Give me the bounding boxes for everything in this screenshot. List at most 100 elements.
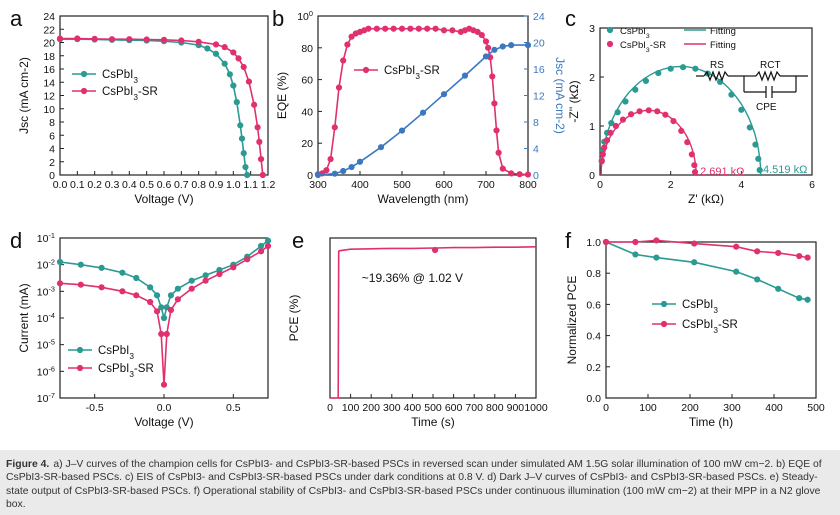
data-point (653, 254, 660, 261)
data-point (314, 171, 322, 179)
caption-text: a) J–V curves of the champion cells for … (6, 459, 822, 511)
series-cspbi3-sr (598, 107, 699, 176)
data-point (158, 330, 165, 338)
data-point (752, 141, 759, 148)
data-point (74, 35, 81, 42)
x-tick-label: 700 (477, 179, 495, 191)
x-tick-label: 0 (603, 402, 609, 414)
x-tick-label: 0.7 (174, 179, 189, 191)
x-tick-label: 800 (486, 402, 504, 414)
data-point (77, 261, 84, 268)
x-tick-label: 0 (597, 179, 603, 191)
series-cspbi3-sr (330, 246, 537, 399)
data-point (160, 36, 168, 43)
data-point (636, 108, 643, 115)
data-point (373, 25, 380, 32)
data-point (327, 156, 334, 163)
panel-letter: e (292, 228, 304, 253)
chart-panel-e: e 0 100 200 300 400 500 600 700 800 900 1000 Time (s… (287, 228, 548, 429)
x-axis-label: Voltage (V) (134, 415, 193, 429)
panel-letter: f (565, 228, 572, 253)
data-point (482, 38, 490, 45)
data-point (56, 35, 64, 42)
data-point (257, 156, 265, 163)
fitting-curve (600, 109, 697, 176)
data-point (598, 158, 605, 165)
data-point (508, 42, 515, 49)
data-point (796, 252, 803, 260)
y-axis-label: PCE (%) (287, 295, 301, 342)
y-tick-label: 10-5 (37, 337, 55, 352)
data-point (691, 162, 698, 169)
y-tick-label: 0.6 (586, 299, 601, 311)
x-tick-label: 700 (465, 402, 483, 414)
y-tick-label: 1.0 (586, 237, 601, 249)
series-line (317, 27, 529, 176)
data-point (254, 124, 261, 131)
data-point (733, 243, 740, 250)
data-point (331, 124, 338, 131)
legend: CsPbI3 CsPbI3-SR (68, 345, 154, 379)
y-tick-label: 60 (301, 75, 313, 87)
data-point (688, 151, 695, 158)
legend-label: CsPbI3-SR (384, 65, 440, 81)
data-point (174, 285, 181, 292)
x-tick-label: 0.0 (157, 402, 172, 414)
data-point (237, 122, 244, 129)
x-tick-label: 200 (362, 402, 380, 414)
data-point (331, 170, 338, 177)
x-axis-label: Wavelength (nm) (378, 192, 469, 206)
chart-panel-a: a 0.0 0.1 0.2 0.3 0.4 0.5 0.6 0.7 0.8 0.9 1.0 1.1 1.2… (10, 6, 275, 206)
legend-label: CsPbI3 (102, 69, 138, 85)
data-point (775, 285, 782, 292)
series-cspbi3 (602, 238, 811, 303)
data-point (264, 237, 272, 244)
legend-label: CsPbI3-SR (102, 86, 158, 102)
data-point (746, 124, 753, 131)
data-point (407, 25, 414, 32)
data-point (202, 272, 209, 279)
y-axis-label: Jsc (mA cm-2) (17, 57, 31, 134)
panel-letter: c (565, 6, 576, 31)
x-tick-label: 800 (519, 179, 537, 191)
data-point (240, 63, 247, 71)
data-point (619, 116, 627, 123)
data-point (508, 170, 515, 177)
data-point (449, 27, 456, 34)
figure-canvas: a0.0 0.1 0.2 0.3 0.4 0.5 0.6 0.7 0.8 0.9 1.0 1.1 1.2… (10, 6, 825, 429)
y-tick-label: 40 (301, 106, 313, 118)
data-point (174, 296, 181, 303)
legend-swatch-marker (660, 320, 668, 328)
x-tick-label: 0.0 (53, 179, 68, 191)
legend-label: CsPbI3-SR (682, 319, 738, 335)
data-point (221, 60, 228, 67)
data-point (143, 36, 150, 43)
x-tick-label: -0.5 (86, 402, 104, 414)
data-point (147, 298, 154, 306)
equivalent-circuit (696, 70, 808, 98)
caption-label: Figure 4. (6, 459, 50, 470)
y-tick-label: 1 (589, 121, 595, 133)
y-tick-label: 100 (297, 9, 313, 24)
data-point (119, 288, 126, 295)
data-point (133, 274, 140, 282)
legend-swatch-marker (76, 346, 84, 354)
data-point (390, 25, 397, 32)
x-tick-label: 0.4 (122, 179, 137, 191)
data-point (614, 109, 621, 116)
legend-label: CsPbI3 (620, 26, 650, 40)
y-right-tick-label: 24 (533, 11, 545, 23)
panel-letter: d (10, 228, 22, 253)
y-tick-label: 10-3 (37, 284, 55, 299)
resistor-rct (755, 70, 781, 82)
data-point (482, 53, 490, 60)
plot-frame (599, 27, 813, 176)
y-right-axis-label: Jsc (mA cm-2) (553, 57, 567, 134)
data-point (692, 65, 699, 72)
y-right-tick-label: 20 (533, 38, 545, 50)
x-tick-label: 200 (681, 402, 699, 414)
data-point (160, 381, 168, 388)
data-point (188, 285, 195, 292)
legend-fitting-label: Fitting (710, 26, 736, 37)
